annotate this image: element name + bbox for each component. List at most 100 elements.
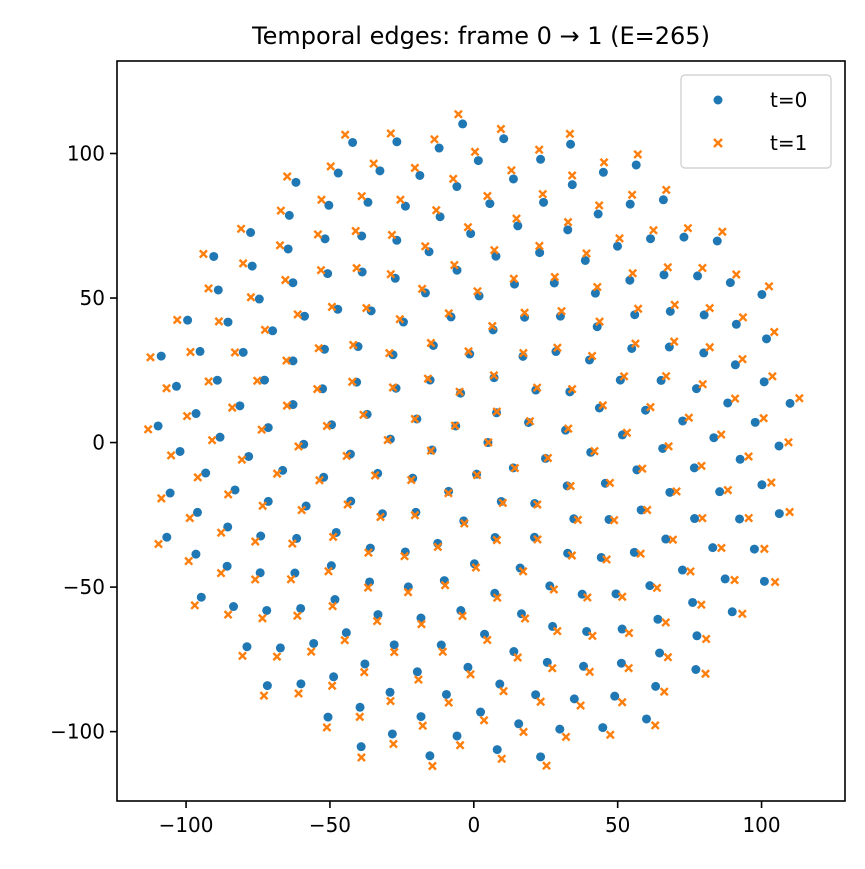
point-t0	[536, 752, 546, 762]
legend-marker-t0	[713, 95, 723, 105]
point-t0	[646, 234, 656, 244]
point-t1	[615, 233, 624, 243]
point-t1	[717, 227, 727, 237]
point-t1	[549, 584, 559, 594]
point-t1	[538, 189, 548, 199]
point-t0	[536, 154, 546, 164]
point-t1	[563, 217, 573, 227]
point-t1	[207, 435, 217, 445]
point-t1	[340, 635, 350, 645]
point-t0	[309, 638, 319, 648]
point-t1	[587, 631, 597, 641]
point-t1	[449, 260, 459, 270]
point-t0	[689, 463, 699, 473]
point-t1	[440, 580, 450, 590]
point-t1	[633, 149, 643, 159]
x-tick-label: 0	[467, 813, 480, 837]
x-tick-label: 100	[742, 813, 780, 837]
point-t0	[196, 592, 206, 602]
point-t0	[749, 544, 759, 554]
point-t0	[242, 642, 252, 652]
point-t1	[759, 544, 769, 554]
point-t0	[514, 719, 524, 729]
point-t0	[730, 360, 740, 370]
point-t0	[616, 658, 626, 668]
point-t1	[443, 488, 453, 498]
point-t1	[628, 268, 638, 278]
point-t1	[482, 635, 492, 645]
y-tick-label: 50	[80, 286, 105, 310]
point-t1	[764, 281, 774, 291]
point-t0	[299, 439, 309, 449]
point-t1	[599, 157, 609, 167]
point-t1	[340, 130, 350, 140]
point-t0	[201, 468, 211, 478]
point-t1	[250, 575, 260, 584]
point-t0	[452, 265, 462, 275]
point-t0	[385, 687, 395, 697]
point-t1	[227, 403, 237, 413]
point-t1	[506, 165, 516, 175]
point-t1	[198, 249, 208, 259]
point-t1	[272, 469, 282, 479]
point-t1	[431, 205, 441, 215]
point-t1	[216, 528, 226, 538]
point-t1	[238, 258, 248, 268]
point-t1	[455, 387, 465, 397]
point-t1	[351, 226, 361, 236]
point-t1	[471, 563, 481, 572]
point-t1	[536, 697, 546, 707]
point-t0	[416, 712, 426, 722]
point-t1	[369, 159, 379, 169]
point-t1	[417, 619, 426, 629]
point-t1	[624, 628, 634, 638]
point-t0	[631, 160, 641, 170]
point-t0	[330, 595, 340, 605]
point-t1	[595, 317, 605, 327]
point-t0	[641, 714, 651, 724]
point-t0	[452, 182, 462, 192]
point-t1	[730, 394, 740, 404]
point-t0	[222, 561, 232, 571]
point-t0	[596, 552, 606, 562]
point-t0	[458, 119, 468, 129]
point-t1	[489, 245, 499, 255]
point-t1	[664, 441, 674, 451]
point-t1	[557, 306, 566, 316]
point-t1	[316, 265, 326, 275]
point-t0	[333, 304, 343, 314]
chart-title: Temporal edges: frame 0 → 1 (E=265)	[251, 22, 710, 50]
point-t0	[175, 446, 185, 456]
point-t1	[426, 338, 436, 348]
point-t1	[352, 263, 362, 273]
point-t0	[191, 549, 201, 559]
point-t1	[420, 241, 430, 251]
point-t1	[723, 485, 733, 495]
point-t1	[413, 675, 423, 685]
point-t1	[376, 512, 385, 522]
point-t0	[610, 691, 620, 701]
legend: t=0 t=1	[680, 74, 832, 169]
point-t0	[709, 433, 719, 443]
point-t1	[565, 129, 575, 139]
point-t1	[661, 371, 671, 381]
point-t1	[525, 416, 535, 426]
point-t1	[567, 551, 577, 560]
point-t1	[784, 437, 793, 447]
point-t0	[235, 401, 245, 411]
point-t1	[470, 147, 480, 157]
point-t0	[348, 137, 358, 147]
point-t1	[395, 314, 405, 324]
point-t1	[518, 348, 528, 358]
point-t0	[209, 251, 219, 261]
point-t1	[649, 225, 658, 235]
point-t0	[692, 631, 702, 641]
point-t1	[324, 566, 333, 576]
point-t1	[236, 224, 246, 234]
point-t0	[323, 712, 333, 722]
point-t1	[252, 376, 262, 386]
point-t1	[483, 437, 493, 447]
point-t1	[223, 610, 233, 620]
point-t0	[415, 170, 425, 180]
point-t1	[328, 601, 338, 611]
